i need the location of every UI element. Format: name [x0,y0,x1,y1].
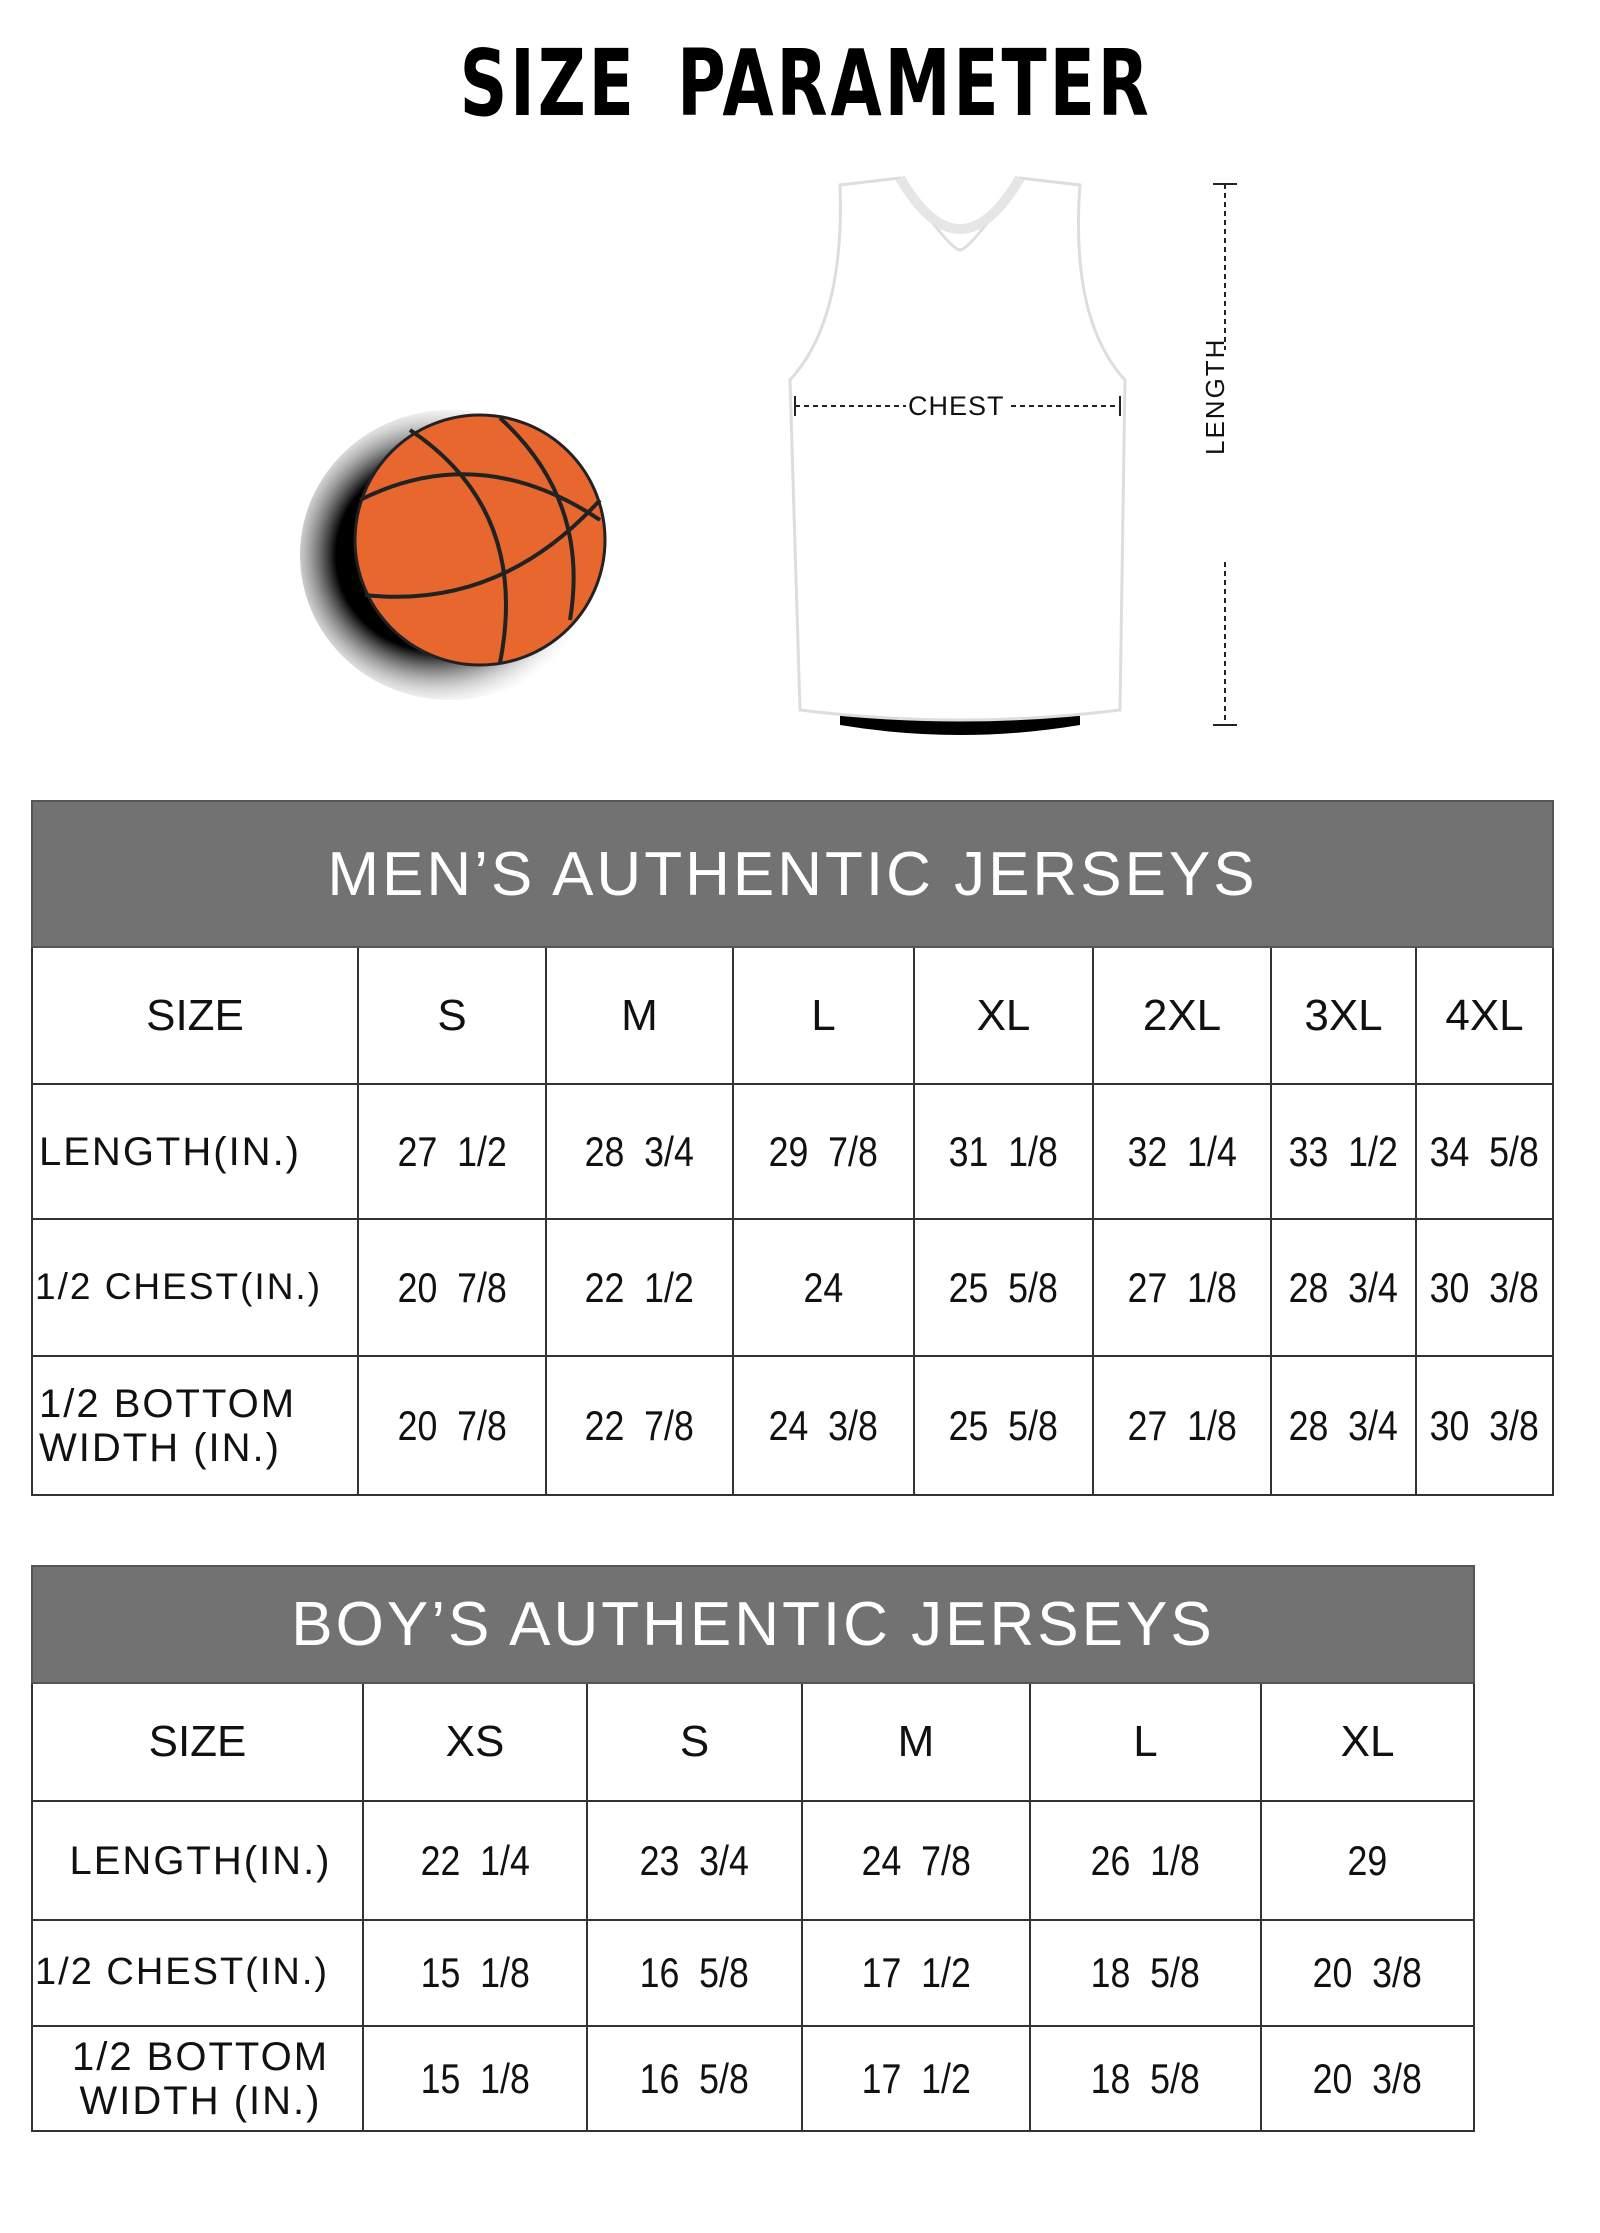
boys-size-table: BOY’S AUTHENTIC JERSEYS SIZE XS S M L XL… [30,1565,1476,2132]
cell: 17 1/2 [861,2054,971,2102]
cell: 18 5/8 [1090,1949,1201,1996]
length-label: LENGTH [1200,337,1230,455]
table-row: 1/2 BOTTOM WIDTH (IN.) 20 7/8 22 7/8 24 … [31,1355,1554,1496]
title-word: SIZE [459,30,637,137]
cell: 15 1/8 [420,2054,530,2102]
cell: 30 3/8 [1429,1263,1540,1311]
cell: 28 3/4 [584,1127,695,1175]
cell: 27 1/8 [1127,1401,1237,1449]
size-header: S [586,1682,803,1802]
basketball-icon [300,410,607,700]
cell: 27 1/8 [1127,1263,1237,1311]
mens-size-table: MEN’S AUTHENTIC JERSEYS SIZE S M L XL 2X… [31,800,1554,1496]
cell: 28 3/4 [1288,1401,1399,1449]
cell: 22 1/2 [584,1263,695,1311]
cell: 31 1/8 [948,1127,1059,1175]
cell: 15 1/8 [420,1949,530,1996]
size-header: L [1029,1682,1262,1802]
mens-heading: MEN’S AUTHENTIC JERSEYS [31,800,1554,948]
cell: 17 1/2 [861,1949,971,1996]
size-header: XL [913,946,1094,1085]
chest-label: CHEST [906,391,1007,422]
cell: 23 3/4 [639,1836,750,1884]
row-label: 1/2 BOTTOM WIDTH (IN.) [31,2025,364,2132]
table-row: LENGTH(IN.) 22 1/4 23 3/4 24 7/8 26 1/8 … [31,1800,1476,1921]
size-header: 4XL [1415,946,1554,1085]
jersey-diagram [788,175,1240,735]
cell: 22 1/4 [420,1836,530,1884]
cell: 33 1/2 [1288,1127,1399,1175]
cell: 32 1/4 [1127,1127,1237,1175]
size-header: 2XL [1092,946,1272,1085]
row-label: LENGTH(IN.) [31,1800,364,1921]
cell: 16 5/8 [639,2054,750,2102]
cell: 25 5/8 [948,1401,1059,1449]
size-header: S [357,946,547,1085]
row-label: 1/2 CHEST(IN.) [31,1919,364,2027]
cell: 16 5/8 [639,1949,750,1996]
size-header: M [545,946,734,1085]
cell: 22 7/8 [584,1401,695,1449]
cell: 30 3/8 [1429,1401,1540,1449]
size-header: XS [362,1682,588,1802]
cell: 18 5/8 [1090,2054,1201,2102]
size-header: M [801,1682,1031,1802]
cell: 26 1/8 [1090,1836,1201,1884]
cell: 20 3/8 [1312,1949,1423,1996]
size-header: 3XL [1270,946,1417,1085]
title-word: PARAMETER [677,30,1152,137]
table-row: 1/2 CHEST(IN.) 15 1/8 16 5/8 17 1/2 18 5… [31,1919,1476,2027]
table-row: 1/2 CHEST(IN.) 20 7/8 22 1/2 24 25 5/8 2… [31,1218,1554,1357]
cell: 24 [803,1263,844,1311]
cell: 20 7/8 [397,1401,507,1449]
table-row: LENGTH(IN.) 27 1/2 28 3/4 29 7/8 31 1/8 … [31,1083,1554,1220]
cell: 29 7/8 [768,1127,879,1175]
table-header-row: SIZE XS S M L XL [31,1682,1476,1802]
size-label: SIZE [31,946,359,1085]
cell: 29 [1347,1836,1388,1884]
size-header: XL [1259,1682,1476,1802]
cell: 25 5/8 [948,1263,1059,1311]
size-header: L [732,946,915,1085]
cell: 24 3/8 [768,1401,879,1449]
cell: 34 5/8 [1429,1127,1540,1175]
size-label: SIZE [31,1682,364,1802]
cell: 20 7/8 [397,1263,507,1311]
row-label: 1/2 CHEST(IN.) [31,1218,359,1357]
row-label: LENGTH(IN.) [31,1083,359,1220]
cell: 24 7/8 [861,1836,971,1884]
page-title: SIZE PARAMETER [230,38,1382,130]
cell: 27 1/2 [397,1127,507,1175]
cell: 28 3/4 [1288,1263,1399,1311]
cell: 20 3/8 [1312,2054,1423,2102]
boys-heading: BOY’S AUTHENTIC JERSEYS [30,1565,1476,1684]
row-label: 1/2 BOTTOM WIDTH (IN.) [31,1355,359,1496]
table-row: 1/2 BOTTOM WIDTH (IN.) 15 1/8 16 5/8 17 … [31,2025,1476,2132]
table-header-row: SIZE S M L XL 2XL 3XL 4XL [31,946,1554,1085]
